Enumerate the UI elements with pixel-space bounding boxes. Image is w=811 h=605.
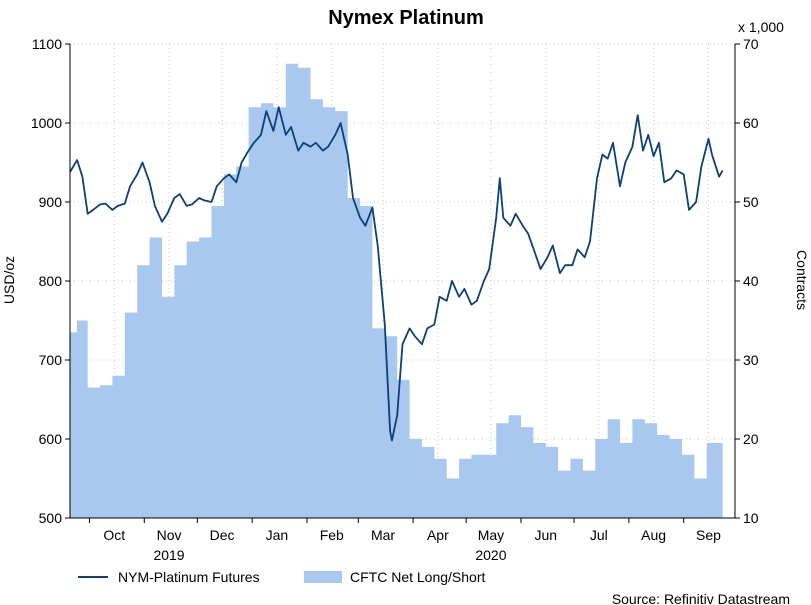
platinum-futures-line <box>69 106 724 442</box>
right-tick-label: 40 <box>743 273 759 289</box>
legend-area-swatch <box>304 571 342 583</box>
left-tick-label: 1100 <box>32 36 62 52</box>
cftc-area-series <box>70 63 723 518</box>
left-tick-label: 500 <box>39 510 63 526</box>
left-tick-label: 900 <box>39 194 63 210</box>
x-tick-label: Jun <box>534 527 557 543</box>
right-axis-multiplier: x 1,000 <box>738 19 784 35</box>
platinum-line-series <box>69 106 724 442</box>
right-tick-label: 30 <box>743 352 759 368</box>
right-tick-label: 20 <box>743 431 759 447</box>
left-tick-label: 600 <box>39 431 63 447</box>
x-tick-label: Sep <box>696 527 721 543</box>
x-tick-label: Oct <box>103 527 125 543</box>
x-tick-label: Jan <box>266 527 289 543</box>
right-tick-label: 70 <box>743 36 759 52</box>
right-axis-label: Contracts <box>794 250 810 310</box>
right-tick-label: 60 <box>743 115 759 131</box>
x-tick-label: Jul <box>590 527 608 543</box>
x-tick-label: Nov <box>157 527 182 543</box>
legend: NYM-Platinum Futures CFTC Net Long/Short <box>78 569 485 585</box>
left-tick-label: 700 <box>39 352 63 368</box>
x-tick-label: Dec <box>210 527 235 543</box>
x-tick-label: May <box>478 527 504 543</box>
right-tick-label: 10 <box>743 510 759 526</box>
x-ticks: Oct Nov Dec Jan Feb Mar Apr May Jun Jul Aug Sep 2019… <box>88 518 721 563</box>
x-year-label: 2020 <box>475 547 506 563</box>
source-note: Source: Refinitiv Datastream <box>612 591 790 605</box>
right-tick-label: 50 <box>743 194 759 210</box>
legend-label-cftc: CFTC Net Long/Short <box>350 569 485 585</box>
x-tick-label: Aug <box>641 527 666 543</box>
x-tick-label: Apr <box>427 527 449 543</box>
legend-label-platinum: NYM-Platinum Futures <box>118 569 260 585</box>
left-axis-label: USD/oz <box>1 256 17 304</box>
left-tick-label: 1000 <box>31 115 62 131</box>
chart-title: Nymex Platinum <box>328 7 484 29</box>
right-y-ticks: 10 20 30 40 50 60 70 <box>735 36 759 526</box>
left-y-ticks: 500 600 700 800 900 1000 1100 <box>31 36 70 526</box>
x-year-label: 2019 <box>153 547 184 563</box>
x-tick-label: Mar <box>371 527 395 543</box>
cftc-net-area <box>70 63 723 518</box>
left-tick-label: 800 <box>39 273 63 289</box>
x-tick-label: Feb <box>320 527 344 543</box>
